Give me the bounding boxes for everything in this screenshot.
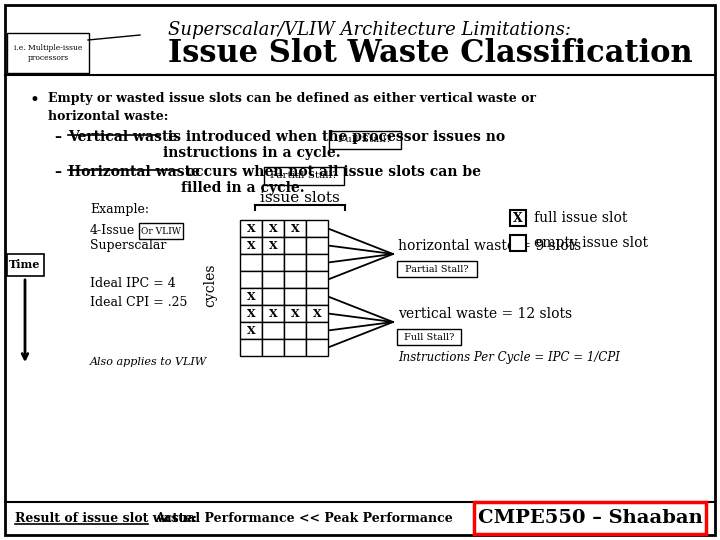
Bar [240, 322, 262, 339]
Text: vertical waste = 12 slots: vertical waste = 12 slots [398, 307, 572, 321]
Text: Also applies to VLIW: Also applies to VLIW [90, 357, 207, 367]
Text: X: X [247, 325, 256, 336]
Text: Actual Performance << Peak Performance: Actual Performance << Peak Performance [155, 511, 453, 524]
Text: X: X [291, 308, 300, 319]
Text: X: X [269, 308, 277, 319]
Text: X: X [247, 240, 256, 251]
Text: Full Stall?: Full Stall? [404, 333, 454, 341]
Text: Empty or wasted issue slots can be defined as either vertical waste or
horizonta: Empty or wasted issue slots can be defin… [48, 92, 536, 123]
FancyBboxPatch shape [5, 5, 715, 535]
Text: X: X [312, 308, 321, 319]
Bar [306, 305, 328, 322]
Text: Full Stall?: Full Stall? [338, 136, 392, 145]
Text: X: X [269, 240, 277, 251]
Text: issue slots: issue slots [260, 191, 340, 205]
Bar [262, 339, 284, 356]
Text: cycles: cycles [203, 263, 217, 307]
Bar [284, 305, 306, 322]
Bar [284, 220, 306, 237]
Bar [510, 210, 526, 226]
Text: 4-Issue: 4-Issue [90, 224, 135, 237]
Bar [262, 322, 284, 339]
FancyBboxPatch shape [397, 329, 461, 345]
Bar [240, 220, 262, 237]
FancyBboxPatch shape [7, 254, 44, 276]
Bar [306, 254, 328, 271]
Text: CMPE550 – Shaaban: CMPE550 – Shaaban [477, 509, 703, 527]
Bar [306, 322, 328, 339]
Text: is introduced when the processor issues no
instructions in a cycle.: is introduced when the processor issues … [163, 130, 505, 160]
Bar [306, 220, 328, 237]
Text: Partial Stall?: Partial Stall? [405, 265, 469, 273]
Text: i.e. Multiple-issue
processors: i.e. Multiple-issue processors [14, 44, 82, 62]
Bar [284, 271, 306, 288]
Text: X: X [269, 223, 277, 234]
Text: Result of issue slot waste:: Result of issue slot waste: [15, 511, 197, 524]
Bar [262, 288, 284, 305]
Bar [306, 288, 328, 305]
Text: Vertical waste: Vertical waste [68, 130, 177, 144]
Text: occurs when not all issue slots can be
filled in a cycle.: occurs when not all issue slots can be f… [181, 165, 481, 195]
Bar [284, 339, 306, 356]
Text: X: X [291, 223, 300, 234]
Text: empty issue slot: empty issue slot [534, 236, 648, 250]
Bar [306, 339, 328, 356]
FancyBboxPatch shape [264, 167, 344, 185]
Text: Or VLIW: Or VLIW [141, 226, 181, 235]
Text: Example:: Example: [90, 204, 149, 217]
FancyBboxPatch shape [397, 261, 477, 277]
Text: Time: Time [9, 260, 41, 271]
Bar [240, 237, 262, 254]
Bar [306, 271, 328, 288]
Text: full issue slot: full issue slot [534, 211, 627, 225]
Bar [240, 271, 262, 288]
Text: –: – [55, 165, 67, 179]
Bar [510, 235, 526, 251]
Bar [240, 254, 262, 271]
Text: X: X [247, 223, 256, 234]
Text: –: – [55, 130, 67, 144]
Text: X: X [247, 308, 256, 319]
Text: Partial Stall?: Partial Stall? [270, 172, 338, 180]
Text: Horizontal waste: Horizontal waste [68, 165, 200, 179]
Bar [240, 288, 262, 305]
Bar [240, 339, 262, 356]
Text: horizontal waste = 9 slots: horizontal waste = 9 slots [398, 239, 581, 253]
Text: #13  lec #6  Spring 2016  3-7-2016: #13 lec #6 Spring 2016 3-7-2016 [519, 525, 681, 534]
Text: Issue Slot Waste Classification: Issue Slot Waste Classification [168, 37, 693, 69]
Text: •: • [30, 92, 40, 109]
FancyBboxPatch shape [329, 131, 401, 149]
Bar [284, 288, 306, 305]
Text: X: X [513, 212, 523, 225]
FancyBboxPatch shape [139, 223, 183, 239]
Bar [284, 254, 306, 271]
Bar [240, 305, 262, 322]
FancyBboxPatch shape [474, 502, 706, 534]
Text: Ideal IPC = 4
Ideal CPI = .25: Ideal IPC = 4 Ideal CPI = .25 [90, 277, 187, 309]
Bar [284, 237, 306, 254]
FancyBboxPatch shape [7, 33, 89, 73]
Bar [262, 220, 284, 237]
Text: X: X [247, 291, 256, 302]
Bar [262, 254, 284, 271]
Bar [262, 271, 284, 288]
Text: Superscalar/VLIW Architecture Limitations:: Superscalar/VLIW Architecture Limitation… [168, 21, 572, 39]
Bar [262, 305, 284, 322]
Bar [262, 237, 284, 254]
Text: Instructions Per Cycle = IPC = 1/CPI: Instructions Per Cycle = IPC = 1/CPI [398, 350, 620, 363]
Bar [306, 237, 328, 254]
Bar [284, 322, 306, 339]
Text: Superscalar: Superscalar [90, 239, 166, 252]
